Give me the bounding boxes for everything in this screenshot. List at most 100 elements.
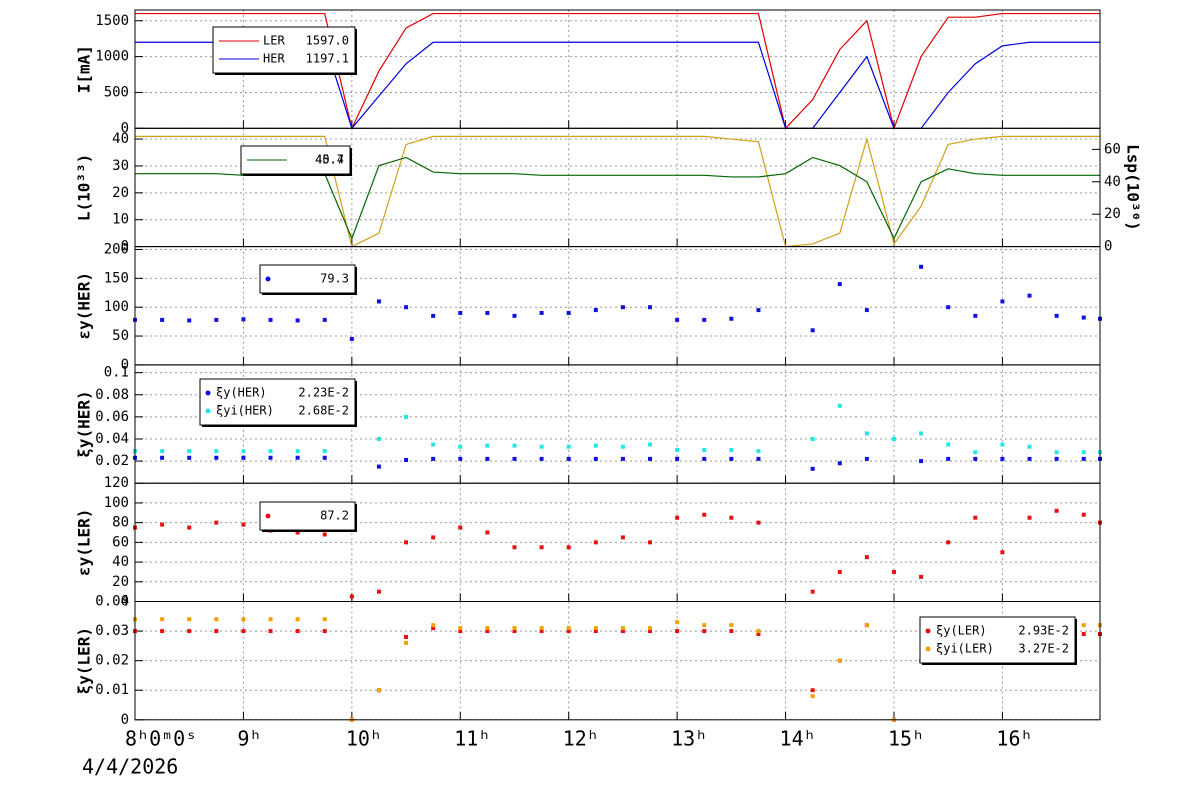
legend-label: ξyi(HER) — [216, 404, 274, 418]
legend-value: 2.93E-2 — [1018, 624, 1069, 638]
legend-label: ξy(HER) — [216, 386, 267, 400]
y-tick-label: 40 — [112, 131, 129, 147]
data-point — [729, 316, 734, 321]
data-point — [756, 629, 761, 634]
y-axis-label: L(10³³) — [75, 154, 94, 221]
data-point — [431, 442, 436, 447]
data-point — [1054, 456, 1059, 461]
data-point — [241, 317, 246, 322]
data-point — [322, 532, 327, 537]
data-point — [1000, 299, 1005, 304]
legend-box — [919, 616, 1076, 664]
y-tick-label: 30 — [112, 158, 129, 174]
data-point — [376, 436, 381, 441]
legend-value: 2.68E-2 — [298, 404, 349, 418]
data-point — [485, 530, 490, 535]
legend-swatch — [925, 646, 931, 652]
data-point — [566, 626, 571, 631]
data-point — [1054, 313, 1059, 318]
data-point — [322, 449, 327, 454]
y-tick-label: 60 — [112, 534, 129, 550]
y-axis-label: I[mA] — [75, 45, 94, 93]
legend-value: 1597.0 — [306, 34, 349, 48]
data-point — [160, 617, 165, 622]
y-tick-label: 80 — [112, 515, 129, 531]
data-point — [1054, 450, 1059, 455]
data-point — [485, 626, 490, 631]
y-axis-label: εy(HER) — [75, 272, 94, 339]
data-point — [187, 449, 192, 454]
data-point — [187, 525, 192, 530]
x-tick-label: 13ʰ — [671, 726, 707, 750]
y-tick-label: 1000 — [95, 49, 129, 65]
data-point — [214, 455, 219, 460]
data-point — [295, 449, 300, 454]
data-point — [1000, 442, 1005, 447]
data-point — [241, 455, 246, 460]
y2-axis-label: Lsp(10³⁰) — [1124, 144, 1143, 231]
legend-box — [259, 501, 356, 531]
x-tick-label: 11ʰ — [454, 726, 490, 750]
data-point — [431, 456, 436, 461]
data-point — [566, 629, 571, 634]
data-point — [295, 455, 300, 460]
data-point — [376, 299, 381, 304]
data-point — [322, 317, 327, 322]
data-point — [675, 515, 680, 520]
data-point — [160, 455, 165, 460]
data-point — [268, 317, 273, 322]
data-point — [376, 589, 381, 594]
data-point — [241, 617, 246, 622]
y-tick-label: 0.04 — [95, 594, 129, 610]
data-point — [919, 574, 924, 579]
data-point — [1081, 512, 1086, 517]
x-tick-label: 15ʰ — [888, 726, 924, 750]
legend-swatch — [265, 513, 271, 519]
data-point — [214, 449, 219, 454]
y-tick-label: 0 — [121, 594, 129, 610]
data-point — [620, 535, 625, 540]
data-point — [864, 456, 869, 461]
data-point — [485, 456, 490, 461]
data-point — [458, 310, 463, 315]
data-point — [485, 310, 490, 315]
legend-box — [212, 26, 356, 74]
legend-label: LER — [263, 34, 285, 48]
data-point — [485, 629, 490, 634]
data-point — [729, 623, 734, 628]
data-point — [512, 629, 517, 634]
x-tick-label: 12ʰ — [563, 726, 599, 750]
data-point — [458, 444, 463, 449]
x-tick-label: 9ʰ — [237, 726, 261, 750]
y-tick-label: 0.04 — [95, 431, 129, 447]
data-point — [160, 317, 165, 322]
data-point — [512, 443, 517, 448]
legend-swatch — [205, 390, 211, 396]
data-point — [512, 313, 517, 318]
data-point — [160, 449, 165, 454]
data-point — [675, 456, 680, 461]
legend-label: HER — [263, 52, 285, 66]
data-point — [404, 414, 409, 419]
data-point — [512, 626, 517, 631]
data-point — [404, 457, 409, 462]
data-point — [566, 456, 571, 461]
y-tick-label: 40 — [112, 554, 129, 570]
data-point — [729, 448, 734, 453]
data-point — [756, 520, 761, 525]
data-point — [702, 512, 707, 517]
data-point — [864, 623, 869, 628]
data-point — [1081, 623, 1086, 628]
data-point — [187, 455, 192, 460]
y-tick-label: 100 — [104, 495, 129, 511]
data-point — [946, 305, 951, 310]
y-tick-label: 0.02 — [95, 653, 129, 669]
data-point — [973, 456, 978, 461]
y-tick-label: 1500 — [95, 13, 129, 29]
y-tick-label: 10 — [112, 212, 129, 228]
data-point — [458, 629, 463, 634]
data-point — [1054, 508, 1059, 513]
data-point — [404, 305, 409, 310]
